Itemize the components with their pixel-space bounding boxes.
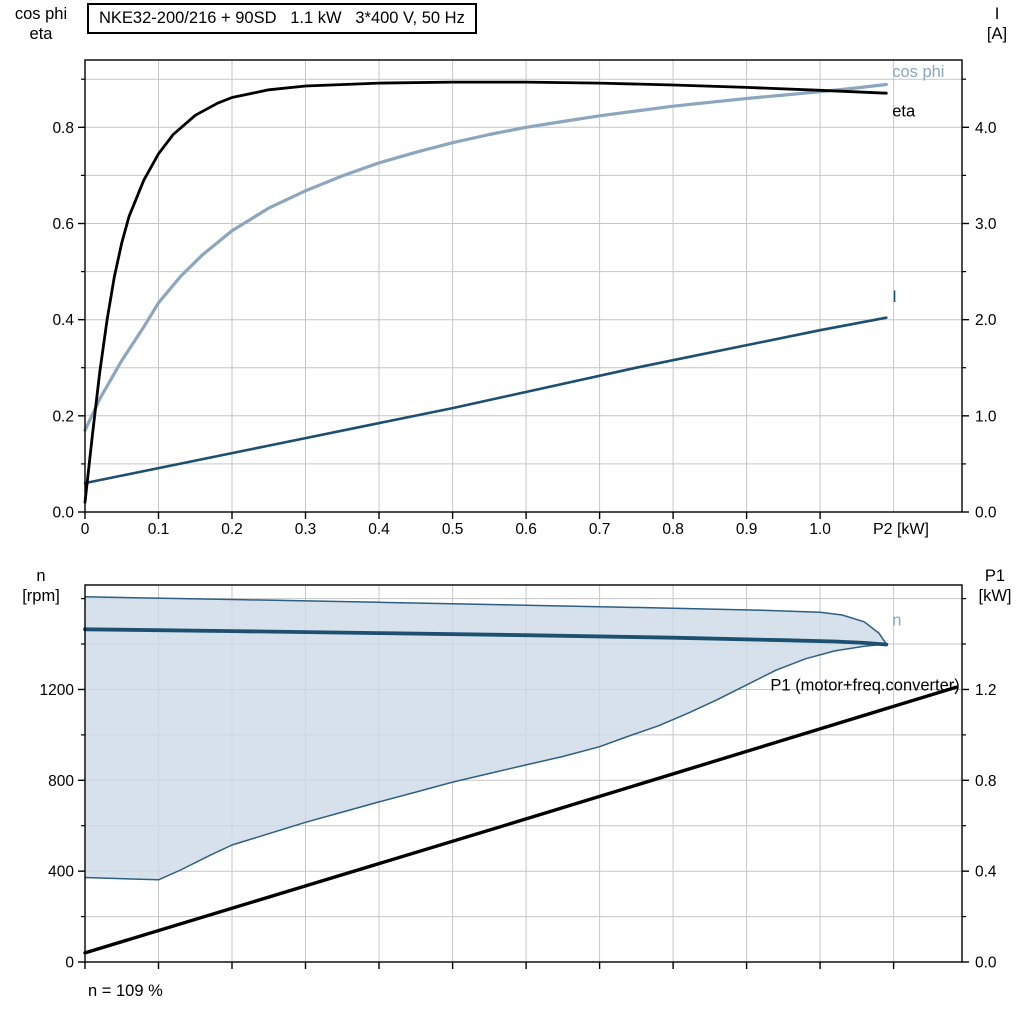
bottom-right-axis-label: P1 [kW] bbox=[968, 566, 1022, 606]
speed-control-range-area bbox=[85, 596, 887, 880]
ticks: 0 400 800 1200 0.0 0.4 0.8 1.2 bbox=[40, 597, 997, 972]
top-chart: 0 0.1 0.2 0.3 0.4 0.5 0.6 0.7 0.8 0.9 1.0 P2 [kW] 0.… bbox=[52, 59, 997, 538]
svg-text:0.4: 0.4 bbox=[368, 521, 390, 538]
i-curve bbox=[83, 316, 888, 485]
svg-text:P2 [kW]: P2 [kW] bbox=[873, 521, 929, 538]
svg-text:1.0: 1.0 bbox=[975, 408, 997, 425]
svg-text:0.0: 0.0 bbox=[975, 505, 997, 522]
ticks: 0 0.1 0.2 0.3 0.4 0.5 0.6 0.7 0.8 0.9 1.0 P2 [kW] 0.… bbox=[52, 78, 997, 538]
svg-text:1200: 1200 bbox=[40, 682, 75, 699]
axis-label-p1: P1 bbox=[984, 567, 1006, 585]
speed-control-range-lower-edge bbox=[84, 643, 887, 881]
svg-text:0: 0 bbox=[65, 955, 74, 972]
svg-text:0.6: 0.6 bbox=[515, 521, 537, 538]
svg-text:0.2: 0.2 bbox=[221, 521, 243, 538]
svg-text:2.0: 2.0 bbox=[975, 312, 997, 329]
top-right-axis-label: I [A] bbox=[972, 4, 1022, 44]
svg-text:0.3: 0.3 bbox=[295, 521, 317, 538]
svg-text:0.2: 0.2 bbox=[52, 408, 74, 425]
svg-text:800: 800 bbox=[48, 773, 74, 790]
curve-label-i: I bbox=[892, 288, 897, 306]
svg-text:0.0: 0.0 bbox=[52, 505, 74, 522]
bottom-chart: 0 400 800 1200 0.0 0.4 0.8 1.2 n P1 (motor+freq.c… bbox=[40, 584, 997, 972]
svg-text:0.1: 0.1 bbox=[148, 521, 170, 538]
svg-text:0.4: 0.4 bbox=[52, 312, 74, 329]
p1-motor-freq-converter--curve bbox=[83, 685, 958, 955]
speed-control-range-upper-edge bbox=[84, 596, 887, 645]
eta-curve bbox=[83, 80, 888, 504]
bottom-left-axis-label: n [rpm] bbox=[2, 566, 80, 606]
n-curve bbox=[83, 627, 889, 647]
cos-phi-curve bbox=[83, 82, 888, 432]
speed-percentage-note: n = 109 % bbox=[88, 982, 163, 1000]
axis-label-cos-phi: cos phi bbox=[14, 5, 68, 23]
svg-text:0.8: 0.8 bbox=[52, 120, 74, 137]
svg-text:400: 400 bbox=[48, 864, 74, 881]
svg-text:0.9: 0.9 bbox=[736, 521, 758, 538]
svg-text:0.6: 0.6 bbox=[52, 216, 74, 233]
svg-text:3.0: 3.0 bbox=[975, 216, 997, 233]
axis-label-current-unit: [A] bbox=[986, 25, 1008, 43]
svg-text:1.2: 1.2 bbox=[975, 682, 997, 699]
axis-label-speed-unit: [rpm] bbox=[22, 587, 60, 605]
top-left-axis-label: cos phi eta bbox=[2, 4, 80, 44]
svg-text:4.0: 4.0 bbox=[975, 120, 997, 137]
curve-label-cos-phi: cos phi bbox=[892, 63, 944, 81]
axis-label-speed: n bbox=[36, 567, 46, 585]
svg-text:0.8: 0.8 bbox=[975, 773, 997, 790]
svg-text:0.5: 0.5 bbox=[442, 521, 464, 538]
svg-text:0.0: 0.0 bbox=[975, 955, 997, 972]
svg-text:0.8: 0.8 bbox=[662, 521, 684, 538]
curve-label-eta: eta bbox=[892, 103, 916, 121]
plot-frame bbox=[84, 584, 963, 963]
svg-text:0: 0 bbox=[81, 521, 90, 538]
svg-text:0.4: 0.4 bbox=[975, 864, 997, 881]
curve-label-p1-motor-freq-converter-: P1 (motor+freq.converter) bbox=[770, 676, 959, 694]
svg-text:0.7: 0.7 bbox=[589, 521, 611, 538]
axis-label-current: I bbox=[994, 5, 1000, 23]
axis-label-eta: eta bbox=[29, 25, 53, 43]
chart-title-box: NKE32-200/216 + 90SD 1.1 kW 3*400 V, 50 … bbox=[87, 3, 477, 34]
axis-label-p1-unit: [kW] bbox=[978, 587, 1012, 605]
svg-text:1.0: 1.0 bbox=[809, 521, 831, 538]
gridlines bbox=[85, 60, 962, 512]
plot-frame bbox=[84, 59, 963, 513]
curve-label-n: n bbox=[892, 611, 901, 629]
